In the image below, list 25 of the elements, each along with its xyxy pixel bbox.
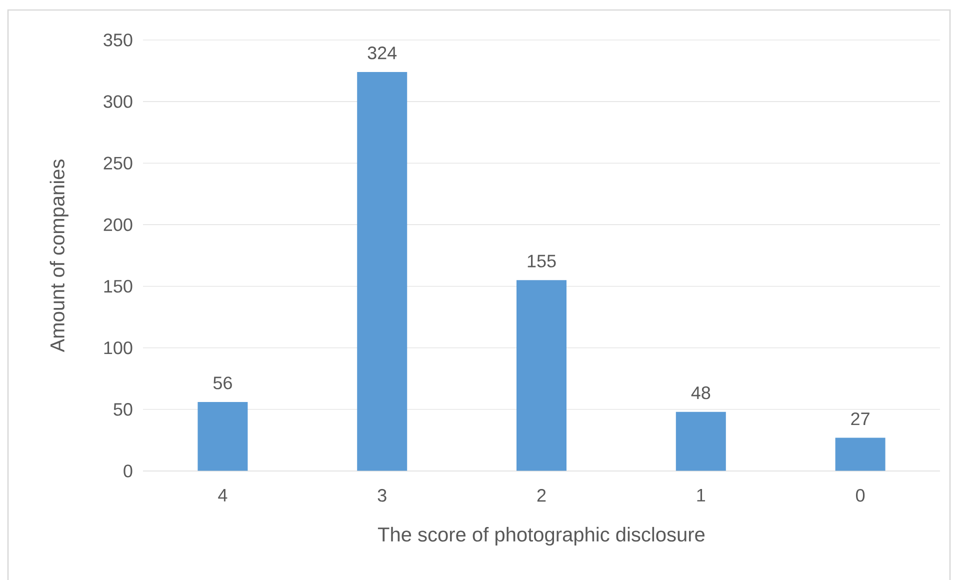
y-tick-label: 150 <box>104 280 132 293</box>
bar <box>676 412 726 471</box>
data-label: 56 <box>213 376 232 390</box>
x-tick-label: 4 <box>218 489 228 502</box>
bar <box>357 72 408 471</box>
y-tick-label: 250 <box>104 156 132 170</box>
y-tick-label: 100 <box>104 341 132 354</box>
y-tick-label: 350 <box>104 34 132 46</box>
data-label: 324 <box>368 46 397 60</box>
x-tick-label: 1 <box>697 489 706 502</box>
data-label: 27 <box>851 412 870 426</box>
data-label: 48 <box>691 386 710 400</box>
data-label: 155 <box>528 254 556 268</box>
bar <box>835 438 886 471</box>
y-tick-label: 0 <box>124 464 132 478</box>
x-tick-label: 0 <box>856 489 865 502</box>
x-tick-label: 2 <box>537 489 546 502</box>
y-tick-label: 300 <box>104 95 132 108</box>
y-tick-label: 200 <box>104 218 132 232</box>
x-axis-title: The score of photographic disclosure <box>378 526 705 546</box>
y-axis-title: Amount of companies <box>50 160 68 352</box>
bar <box>198 402 248 471</box>
y-tick-label: 50 <box>114 403 132 416</box>
bar <box>516 280 566 471</box>
x-tick-label: 3 <box>378 489 386 502</box>
